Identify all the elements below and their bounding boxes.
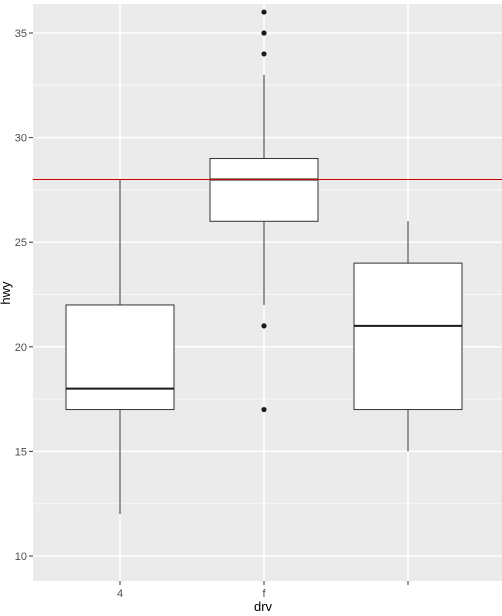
outlier-point — [261, 51, 267, 57]
y-tick-label: 30 — [15, 133, 27, 145]
y-tick-label: 20 — [15, 342, 27, 354]
y-axis-title: hwy — [0, 281, 13, 305]
box-iqr — [65, 304, 175, 411]
y-axis-ticks: 10 15 20 25 30 35 — [15, 28, 33, 563]
outlier-point — [261, 9, 267, 15]
box-iqr — [353, 262, 463, 411]
y-tick-label: 10 — [15, 551, 27, 563]
x-tick-label: f — [262, 588, 266, 600]
outlier-point — [261, 323, 267, 329]
y-tick-label: 15 — [15, 446, 27, 458]
x-axis-title: drv — [254, 599, 273, 614]
box-r — [353, 221, 463, 452]
box-f — [209, 9, 319, 413]
y-tick-label: 35 — [15, 28, 27, 40]
boxes-layer — [65, 9, 463, 515]
y-tick-label: 25 — [15, 237, 27, 249]
x-tick-label: 4 — [117, 588, 123, 600]
watermark: 知乎 @syf写字的地方 — [354, 585, 491, 602]
box-4 — [65, 179, 175, 515]
outlier-point — [261, 406, 267, 413]
outlier-point — [261, 30, 267, 36]
box-iqr — [209, 158, 319, 222]
